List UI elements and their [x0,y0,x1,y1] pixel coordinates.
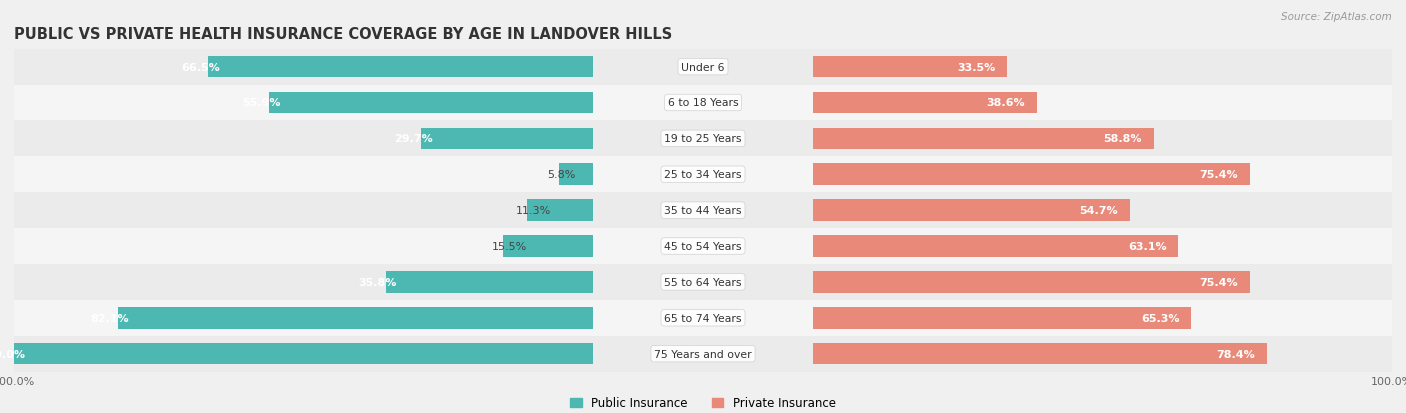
Bar [813,128,1153,150]
Text: 78.4%: 78.4% [1216,349,1256,359]
Text: 65.3%: 65.3% [1142,313,1180,323]
Bar [235,157,1406,193]
Bar [527,200,593,221]
Text: 75 Years and over: 75 Years and over [654,349,752,359]
Bar [14,343,593,365]
Bar [0,50,1406,85]
Text: 6 to 18 Years: 6 to 18 Years [668,98,738,108]
Bar [0,336,1171,372]
Bar [0,264,1171,300]
Text: Source: ZipAtlas.com: Source: ZipAtlas.com [1281,12,1392,22]
Text: 66.5%: 66.5% [181,62,219,72]
Bar [235,264,1406,300]
Bar [813,236,1178,257]
Text: 35.8%: 35.8% [359,277,396,287]
Text: 15.5%: 15.5% [492,242,527,252]
Text: 75.4%: 75.4% [1199,170,1239,180]
Bar [235,121,1406,157]
Bar [0,228,1406,264]
Bar [235,85,1406,121]
Bar [235,193,1406,228]
Text: 58.8%: 58.8% [1104,134,1142,144]
Bar [118,307,593,329]
Bar [385,271,593,293]
Bar [0,336,1406,372]
Bar [0,121,1171,157]
Text: 82.1%: 82.1% [90,313,129,323]
Text: 75.4%: 75.4% [1199,277,1239,287]
Text: 5.8%: 5.8% [547,170,576,180]
Bar [420,128,593,150]
Bar [0,264,1406,300]
Bar [235,300,1406,336]
Bar [813,343,1267,365]
Bar [235,336,1406,372]
Bar [0,85,1171,121]
Text: 54.7%: 54.7% [1080,206,1118,216]
Bar [235,228,1406,264]
Bar [0,157,1171,193]
Text: Under 6: Under 6 [682,62,724,72]
Bar [813,57,1007,78]
Bar [235,50,1406,85]
Text: 29.7%: 29.7% [394,134,433,144]
Bar [813,271,1250,293]
Bar [270,93,593,114]
Bar [208,57,593,78]
Text: 35 to 44 Years: 35 to 44 Years [664,206,742,216]
Bar [813,164,1250,185]
Bar [0,193,1171,228]
Bar [0,228,1171,264]
Text: 25 to 34 Years: 25 to 34 Years [664,170,742,180]
Bar [0,193,1406,228]
Bar [813,200,1130,221]
Text: 38.6%: 38.6% [987,98,1025,108]
Bar [0,157,1406,193]
Bar [813,93,1036,114]
Bar [0,300,1406,336]
Text: PUBLIC VS PRIVATE HEALTH INSURANCE COVERAGE BY AGE IN LANDOVER HILLS: PUBLIC VS PRIVATE HEALTH INSURANCE COVER… [14,26,672,41]
Text: 11.3%: 11.3% [516,206,551,216]
Text: 33.5%: 33.5% [957,62,995,72]
Bar [560,164,593,185]
Bar [0,50,1171,85]
Text: 55.9%: 55.9% [242,98,281,108]
Bar [503,236,593,257]
Text: 19 to 25 Years: 19 to 25 Years [664,134,742,144]
Legend: Public Insurance, Private Insurance: Public Insurance, Private Insurance [565,392,841,413]
Text: 65 to 74 Years: 65 to 74 Years [664,313,742,323]
Bar [0,85,1406,121]
Text: 100.0%: 100.0% [0,349,25,359]
Bar [813,307,1191,329]
Bar [0,300,1171,336]
Text: 55 to 64 Years: 55 to 64 Years [664,277,742,287]
Text: 63.1%: 63.1% [1128,242,1167,252]
Bar [0,121,1406,157]
Text: 45 to 54 Years: 45 to 54 Years [664,242,742,252]
